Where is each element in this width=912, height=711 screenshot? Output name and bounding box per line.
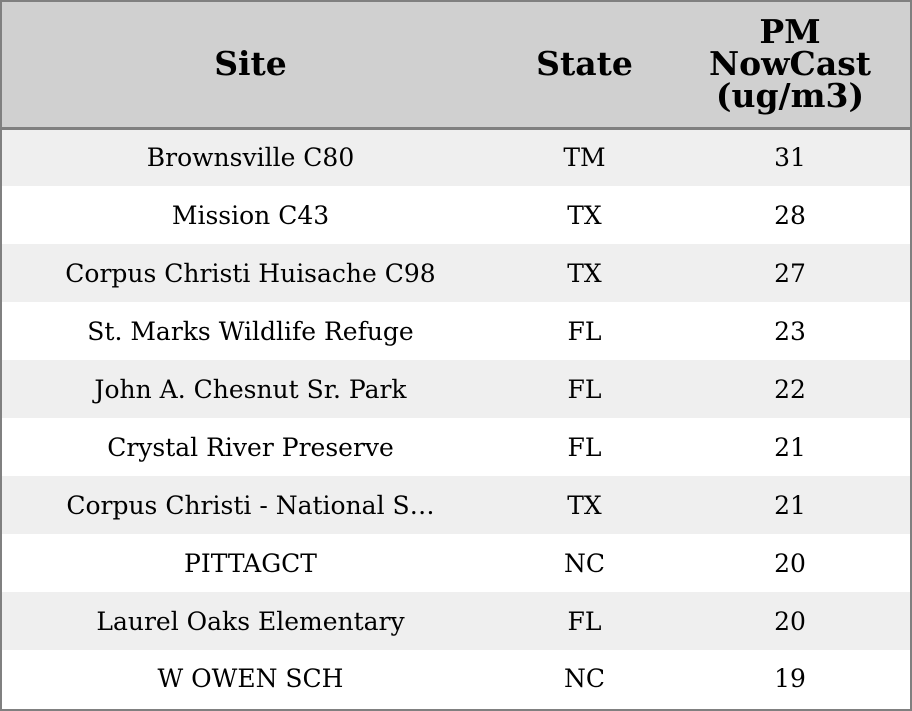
- cell-site: Mission C43: [171, 200, 330, 230]
- cell-state: TX: [567, 200, 602, 230]
- cell-site: PITTAGCT: [184, 548, 317, 578]
- cell-pm: 21: [774, 432, 806, 462]
- cell-state: NC: [563, 548, 605, 578]
- column-header-state: State: [499, 2, 670, 130]
- column-header-pm-line-2: NowCast: [708, 44, 872, 84]
- cell-state: TX: [567, 490, 602, 520]
- cell-site: Crystal River Preserve: [107, 432, 394, 462]
- table-row: St. Marks Wildlife Refuge FL 23: [2, 302, 910, 360]
- cell-pm: 20: [774, 548, 806, 578]
- table-row: Laurel Oaks Elementary FL 20: [2, 592, 910, 650]
- table-row: Corpus Christi - National S… TX 21: [2, 476, 910, 534]
- table-body: Brownsville C80 TM 31 Mission C43 TX 28 …: [2, 128, 910, 707]
- cell-site: W OWEN SCH: [157, 664, 344, 693]
- table-row: Crystal River Preserve FL 21: [2, 418, 910, 476]
- cell-site: Laurel Oaks Elementary: [96, 606, 405, 636]
- table-header: Site State PM NowCast (ug/m3): [2, 2, 910, 130]
- table-row: Brownsville C80 TM 31: [2, 128, 910, 186]
- cell-pm: 27: [774, 258, 806, 288]
- cell-state: TM: [563, 143, 606, 173]
- cell-state: TX: [567, 258, 602, 288]
- table-row: PITTAGCT NC 20: [2, 534, 910, 592]
- cell-pm: 23: [774, 316, 806, 346]
- cell-state: FL: [567, 374, 602, 404]
- cell-state: FL: [567, 316, 602, 346]
- cell-pm: 22: [774, 374, 806, 404]
- column-header-site: Site: [2, 2, 499, 130]
- cell-site: Brownsville C80: [146, 143, 355, 173]
- cell-site: Corpus Christi - National S…: [66, 490, 435, 520]
- header-row: Site State PM NowCast (ug/m3): [2, 2, 910, 130]
- cell-site: Corpus Christi Huisache C98: [65, 258, 436, 288]
- cell-pm: 21: [774, 490, 806, 520]
- column-header-pm-line-3: (ug/m3): [715, 76, 865, 116]
- table-row: W OWEN SCH NC 19: [2, 650, 910, 707]
- column-header-pm-line-1: PM: [759, 12, 821, 52]
- table-row: John A. Chesnut Sr. Park FL 22: [2, 360, 910, 418]
- cell-pm: 19: [774, 664, 806, 693]
- cell-site: John A. Chesnut Sr. Park: [94, 374, 407, 404]
- cell-pm: 28: [774, 200, 806, 230]
- cell-state: FL: [567, 432, 602, 462]
- table-row: Corpus Christi Huisache C98 TX 27: [2, 244, 910, 302]
- cell-pm: 20: [774, 606, 806, 636]
- cell-site: St. Marks Wildlife Refuge: [87, 316, 414, 346]
- cell-state: NC: [563, 664, 605, 693]
- cell-pm: 31: [774, 143, 806, 173]
- column-header-pm: PM NowCast (ug/m3): [670, 2, 910, 130]
- cell-state: FL: [567, 606, 602, 636]
- table-row: Mission C43 TX 28: [2, 186, 910, 244]
